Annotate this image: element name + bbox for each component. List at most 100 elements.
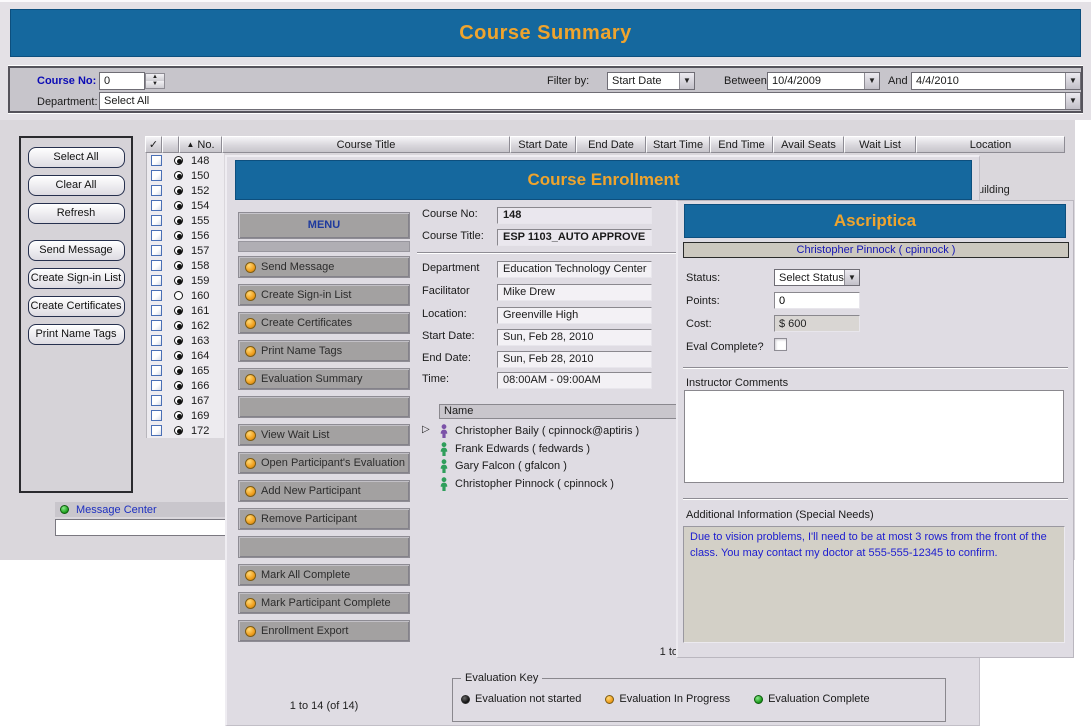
column-header[interactable]: End Time <box>710 136 773 153</box>
points-input[interactable] <box>774 292 860 309</box>
menu-item[interactable]: View Wait List <box>238 424 410 446</box>
table-row[interactable]: 172 <box>147 423 224 438</box>
course-no-column-header[interactable]: ▲No. <box>179 136 222 153</box>
sidebar-action-button[interactable]: Create Sign-in List <box>28 268 125 289</box>
eval-complete-checkbox[interactable] <box>774 338 787 351</box>
participant-row[interactable]: ▷ Gary Falcon ( gfalcon ) <box>422 458 692 474</box>
menu-item[interactable]: Create Certificates <box>238 312 410 334</box>
column-header[interactable]: Wait List <box>844 136 916 153</box>
column-header[interactable]: Location <box>916 136 1065 153</box>
menu-item[interactable]: Print Name Tags <box>238 340 410 362</box>
row-checkbox[interactable] <box>151 185 162 196</box>
menu-item[interactable]: Send Message <box>238 256 410 278</box>
menu-item[interactable]: Create Sign-in List <box>238 284 410 306</box>
table-row[interactable]: 157 <box>147 243 224 258</box>
menu-bullet-icon <box>245 626 256 637</box>
course-no-input[interactable]: 0 <box>99 72 145 90</box>
chevron-down-icon[interactable]: ▼ <box>679 73 694 89</box>
menu-item[interactable]: Evaluation Summary <box>238 368 410 390</box>
menu-item[interactable]: Open Participant's Evaluation <box>238 452 410 474</box>
row-checkbox[interactable] <box>151 155 162 166</box>
chevron-down-icon[interactable]: ▼ <box>1065 73 1080 89</box>
row-checkbox[interactable] <box>151 215 162 226</box>
menu-bullet-icon <box>245 430 256 441</box>
column-header[interactable]: Course Title <box>222 136 510 153</box>
and-date-select[interactable]: 4/4/2010 ▼ <box>911 72 1081 90</box>
sidebar-action-button[interactable]: Print Name Tags <box>28 324 125 345</box>
row-status-dot-icon <box>174 171 183 180</box>
chevron-down-icon[interactable]: ▼ <box>864 73 879 89</box>
department-select[interactable]: Select All ▼ <box>99 92 1081 110</box>
column-header[interactable]: Start Date <box>510 136 576 153</box>
table-row[interactable]: 166 <box>147 378 224 393</box>
course-no-spinner[interactable]: ▲ ▼ <box>145 73 165 89</box>
sidebar-action-button[interactable]: Send Message <box>28 240 125 261</box>
row-checkbox[interactable] <box>151 350 162 361</box>
row-checkbox[interactable] <box>151 290 162 301</box>
status-column-header[interactable] <box>162 136 179 153</box>
table-row[interactable]: 164 <box>147 348 224 363</box>
table-row[interactable]: 158 <box>147 258 224 273</box>
row-checkbox[interactable] <box>151 425 162 436</box>
row-checkbox[interactable] <box>151 380 162 391</box>
table-row[interactable]: 160 <box>147 288 224 303</box>
participant-row[interactable]: ▷ Christopher Pinnock ( cpinnock ) <box>422 476 692 492</box>
spinner-down-icon[interactable]: ▼ <box>146 81 164 88</box>
participant-row[interactable]: ▷ Frank Edwards ( fedwards ) <box>422 441 692 457</box>
table-row[interactable]: 152 <box>147 183 224 198</box>
table-row[interactable]: 148 <box>147 153 224 168</box>
select-all-column-header[interactable]: ✓ <box>145 136 162 153</box>
row-checkbox[interactable] <box>151 410 162 421</box>
menu-bullet-icon <box>245 318 256 329</box>
between-date-select[interactable]: 10/4/2009 ▼ <box>767 72 880 90</box>
detail-label: Location: <box>422 308 467 320</box>
column-header[interactable]: Avail Seats <box>773 136 844 153</box>
spinner-up-icon[interactable]: ▲ <box>146 74 164 81</box>
instructor-comments-textarea[interactable] <box>684 390 1064 483</box>
filter-by-select[interactable]: Start Date ▼ <box>607 72 695 90</box>
row-checkbox[interactable] <box>151 335 162 346</box>
row-checkbox[interactable] <box>151 170 162 181</box>
table-row[interactable]: 167 <box>147 393 224 408</box>
menu-item[interactable]: Remove Participant <box>238 508 410 530</box>
chevron-down-icon[interactable]: ▼ <box>1065 93 1080 109</box>
sidebar-button[interactable]: Refresh <box>28 203 125 224</box>
table-row[interactable]: 155 <box>147 213 224 228</box>
column-header[interactable]: End Date <box>576 136 646 153</box>
row-checkbox[interactable] <box>151 245 162 256</box>
table-row[interactable]: 159 <box>147 273 224 288</box>
row-checkbox[interactable] <box>151 395 162 406</box>
menu-item[interactable]: Mark All Complete <box>238 564 410 586</box>
row-checkbox[interactable] <box>151 365 162 376</box>
participant-list-header[interactable]: Name <box>439 404 679 419</box>
menu-item[interactable]: Mark Participant Complete <box>238 592 410 614</box>
menu-item[interactable]: Enrollment Export <box>238 620 410 642</box>
row-checkbox[interactable] <box>151 320 162 331</box>
chevron-down-icon[interactable]: ▼ <box>844 270 859 285</box>
participant-row[interactable]: ▷ Christopher Baily ( cpinnock@aptiris ) <box>422 423 692 439</box>
table-row[interactable]: 163 <box>147 333 224 348</box>
table-row[interactable]: 154 <box>147 198 224 213</box>
menu-item-label: Create Certificates <box>261 317 352 329</box>
table-row[interactable]: 169 <box>147 408 224 423</box>
sidebar-button[interactable]: Clear All <box>28 175 125 196</box>
table-row[interactable]: 156 <box>147 228 224 243</box>
sidebar-action-button[interactable]: Create Certificates <box>28 296 125 317</box>
menu-item[interactable] <box>238 536 410 558</box>
menu-item[interactable] <box>238 396 410 418</box>
sidebar-button[interactable]: Select All <box>28 147 125 168</box>
course-no-cell: 158 <box>191 260 209 272</box>
table-row[interactable]: 161 <box>147 303 224 318</box>
row-checkbox[interactable] <box>151 230 162 241</box>
table-row[interactable]: 162 <box>147 318 224 333</box>
row-checkbox[interactable] <box>151 305 162 316</box>
menu-item[interactable]: Add New Participant <box>238 480 410 502</box>
row-checkbox[interactable] <box>151 260 162 271</box>
course-no-cell: 156 <box>191 230 209 242</box>
row-checkbox[interactable] <box>151 275 162 286</box>
table-row[interactable]: 150 <box>147 168 224 183</box>
table-row[interactable]: 165 <box>147 363 224 378</box>
status-select[interactable]: Select Status ▼ <box>774 269 860 286</box>
row-checkbox[interactable] <box>151 200 162 211</box>
column-header[interactable]: Start Time <box>646 136 710 153</box>
